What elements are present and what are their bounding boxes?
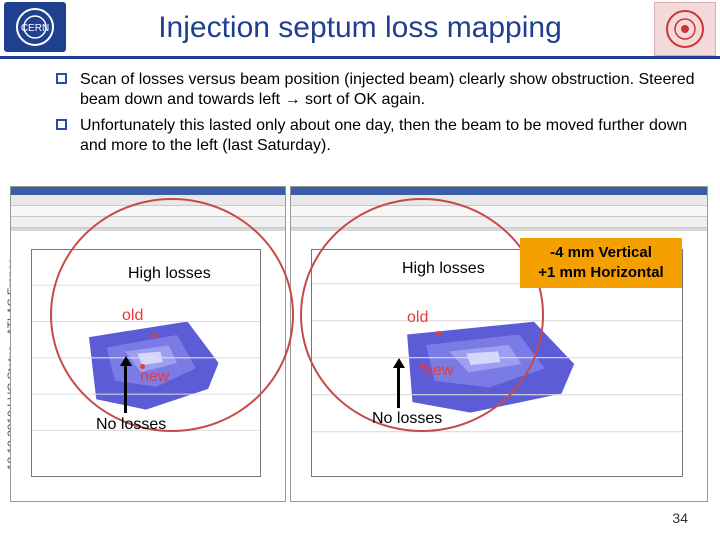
checkbox-bullet-icon bbox=[56, 119, 67, 130]
no-loss-arrow-icon-left bbox=[120, 356, 132, 366]
old-position-marker-left bbox=[152, 333, 157, 338]
old-label-left: old bbox=[122, 307, 144, 324]
checkbox-bullet-icon bbox=[56, 73, 67, 84]
offset-callout: -4 mm Vertical +1 mm Horizontal bbox=[520, 238, 682, 288]
lhc-logo-icon bbox=[654, 2, 716, 56]
callout-line-2: +1 mm Horizontal bbox=[538, 264, 664, 281]
no-losses-label-left: No losses bbox=[96, 416, 167, 433]
window-titlebar bbox=[11, 187, 285, 195]
slide-number: 34 bbox=[672, 510, 688, 526]
aperture-circle-left bbox=[50, 198, 294, 432]
bullet-text: Scan of losses versus beam position (inj… bbox=[80, 71, 695, 108]
aperture-circle-right bbox=[300, 198, 544, 432]
new-label-left: new bbox=[140, 368, 170, 385]
title-rule bbox=[0, 56, 720, 59]
new-position-marker-left bbox=[140, 364, 145, 369]
address-bar bbox=[291, 205, 707, 217]
new-label-right: new bbox=[424, 362, 454, 379]
new-position-marker-right bbox=[420, 364, 425, 369]
svg-text:CERN: CERN bbox=[21, 23, 49, 34]
bullet-item: Scan of losses versus beam position (inj… bbox=[56, 70, 706, 110]
bullet-text: Unfortunately this lasted only about one… bbox=[80, 117, 688, 154]
high-losses-label-right: High losses bbox=[402, 260, 485, 277]
callout-line-1: -4 mm Vertical bbox=[550, 244, 652, 261]
old-position-marker-right bbox=[436, 331, 441, 336]
no-losses-label-right: No losses bbox=[372, 410, 443, 427]
no-loss-arrow-icon-right bbox=[393, 358, 405, 368]
high-losses-label-left: High losses bbox=[128, 265, 211, 282]
menu-bar bbox=[291, 195, 707, 205]
no-loss-pointer-line-right bbox=[397, 368, 400, 408]
bullet-list: Scan of losses versus beam position (inj… bbox=[56, 70, 706, 162]
old-label-right: old bbox=[407, 309, 429, 326]
page-title: Injection septum loss mapping bbox=[158, 11, 562, 44]
window-titlebar bbox=[291, 187, 707, 195]
cern-logo-icon: CERN bbox=[4, 2, 66, 52]
bullet-item: Unfortunately this lasted only about one… bbox=[56, 116, 706, 156]
no-loss-pointer-line-left bbox=[124, 366, 127, 413]
header-bar: CERN Injection septum loss mapping bbox=[0, 0, 720, 56]
